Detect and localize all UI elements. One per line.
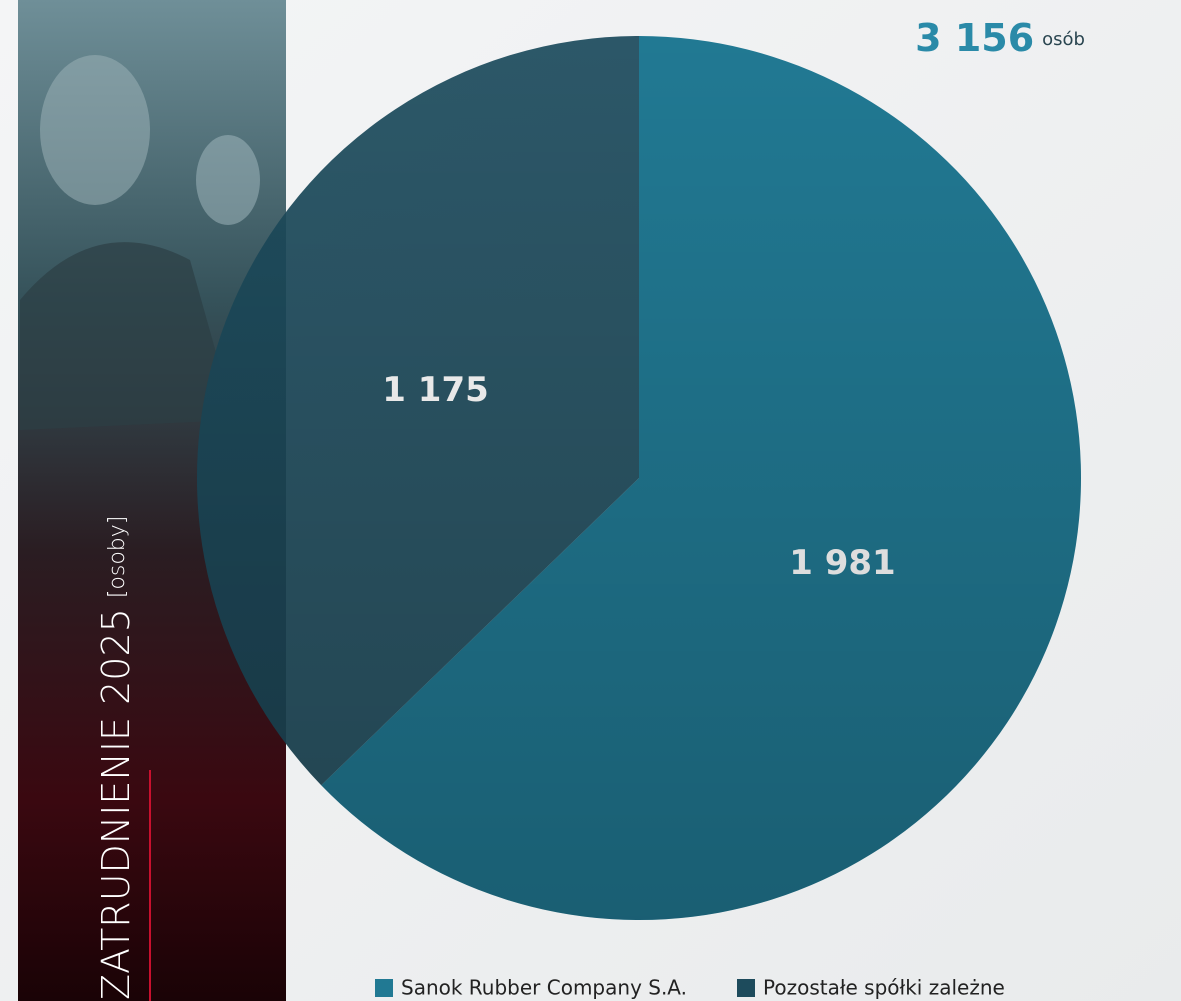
total-unit: osób [1042,29,1085,50]
pie-shade [197,36,1081,920]
chart-title: ZATRUDNIENIE 2025 [osoby] [94,516,138,1000]
legend-label: Pozostałe spółki zależne [763,976,1005,1000]
pie: 1 9811 175 [197,36,1082,921]
subtitle: [osoby] [105,516,130,599]
total: 3 156 osób [915,16,1085,60]
total-value: 3 156 [915,16,1034,60]
legend-label: Sanok Rubber Company S.A. [401,976,687,1000]
legend-swatch [737,979,755,997]
title: ZATRUDNIENIE 2025 [94,608,138,1000]
legend: Sanok Rubber Company S.A. Pozostałe spółk… [375,976,1005,1000]
legend-swatch [375,979,393,997]
